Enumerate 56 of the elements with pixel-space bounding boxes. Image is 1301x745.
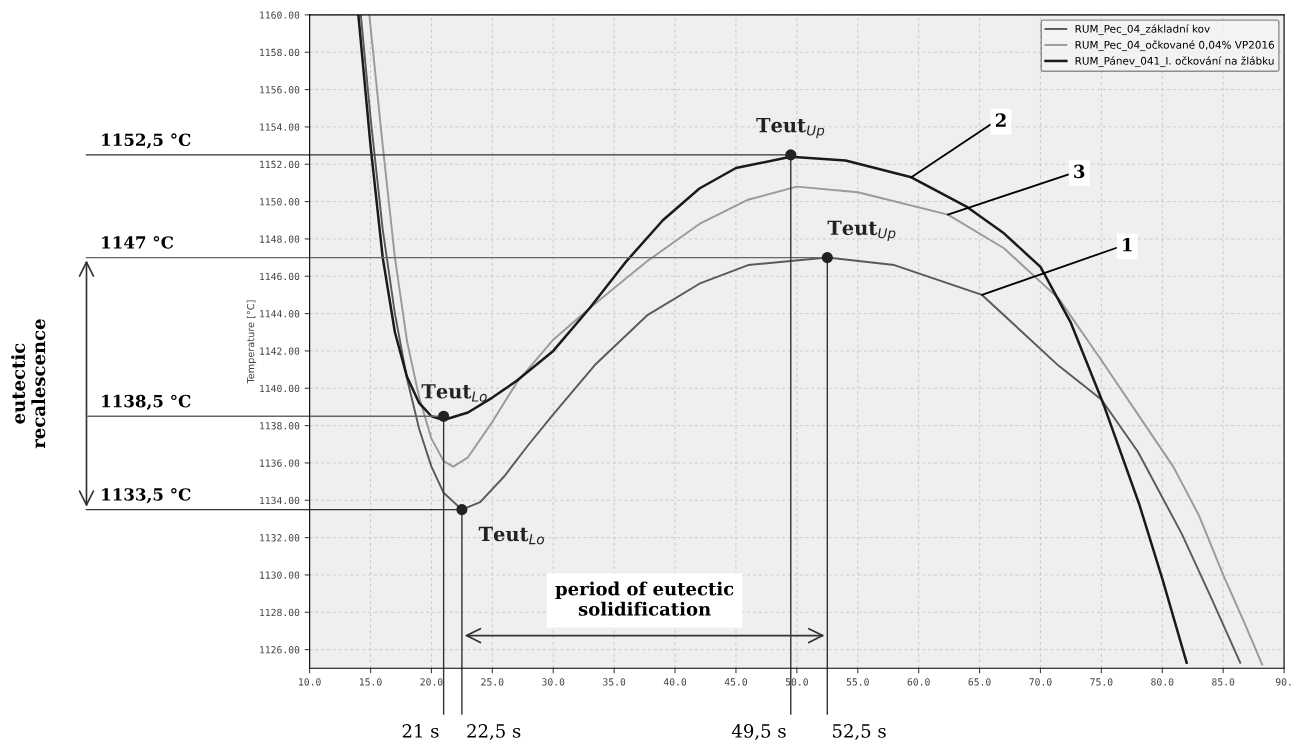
annotation: Teut$_{Up}$ (756, 118, 825, 139)
text: eutectic recalescence (11, 319, 46, 449)
annotation: 1 (1123, 237, 1132, 252)
x-tick-label: 45.0 (724, 678, 748, 686)
annotation: 3 (1074, 164, 1085, 179)
y-tick-label: 1134.00 (260, 496, 300, 505)
ref-line-label: 21 s (402, 724, 439, 738)
ref-line-label: 52,5 s (833, 724, 886, 740)
x-tick-label: 65.0 (968, 678, 991, 686)
x-tick-label: 75.0 (1090, 678, 1113, 686)
legend-label: RUM_Pec_04_očkované 0,04% VP2016 (1075, 40, 1275, 52)
ref-line-label: 1138,5 °C (102, 394, 191, 410)
x-tick-label: 60.0 (907, 678, 930, 686)
y-tick-label: 1126.00 (260, 646, 300, 654)
annotation: Teut$_{Up}$ (827, 220, 896, 241)
ref-line-label: 1147 °C (102, 236, 174, 249)
annotation: period of eutectic solidification (555, 581, 734, 616)
x-tick-label: 90. (1275, 678, 1291, 686)
x-tick-label: 40.0 (663, 678, 687, 686)
x-tick-label: 70.0 (1029, 678, 1052, 686)
x-tick-label: 15.0 (360, 678, 382, 686)
y-tick-label: 1144.00 (260, 310, 300, 318)
ref-line-label: 1152,5 °C (102, 133, 191, 149)
x-tick-label: 55.0 (846, 678, 869, 686)
ref-line-label: 1133,5 °C (102, 488, 191, 504)
annotation: 2 (995, 113, 1006, 127)
y-tick-label: 1152.00 (260, 160, 300, 169)
x-tick-label: 85.0 (1212, 678, 1235, 686)
legend-label: RUM_Pec_04_základní kov (1075, 24, 1210, 36)
annotation: Teut$_{Lo}$ (478, 526, 544, 545)
y-tick-label: 1154.00 (260, 123, 300, 131)
x-tick-label: 25.0 (481, 678, 504, 686)
y-tick-label: 1138.00 (260, 422, 300, 430)
y-tick-label: 1136.00 (260, 459, 300, 467)
y-tick-label: 1156.00 (260, 86, 300, 94)
x-tick-label: 30.0 (542, 678, 565, 686)
y-tick-label: 1130.00 (260, 571, 300, 579)
ref-line-label: 22,5 s (467, 724, 521, 740)
y-tick-label: 1132.00 (260, 534, 300, 542)
y-axis-title: Temperature [°C] (246, 300, 257, 384)
y-tick-label: 1128.00 (260, 608, 300, 617)
y-tick-label: 1140.00 (260, 384, 300, 393)
x-tick-label: 35.0 (603, 678, 626, 686)
y-tick-label: 1160.00 (260, 11, 300, 19)
point (785, 149, 797, 161)
legend-label: RUM_Pánev_041_I. očkování na žlábku (1075, 56, 1274, 68)
y-tick-label: 1148.00 (260, 235, 300, 243)
x-tick-label: 80.0 (1151, 678, 1174, 686)
y-tick-label: 1158.00 (260, 48, 300, 57)
ref-line-label: 49,5 s (731, 724, 786, 740)
y-tick-label: 1146.00 (260, 272, 300, 281)
y-tick-label: 1142.00 (260, 347, 300, 355)
x-tick-label: 20.0 (420, 678, 443, 686)
annotation: Teut$_{Lo}$ (421, 384, 487, 402)
x-tick-label: 10.0 (299, 678, 321, 686)
y-tick-label: 1150.00 (260, 198, 300, 206)
